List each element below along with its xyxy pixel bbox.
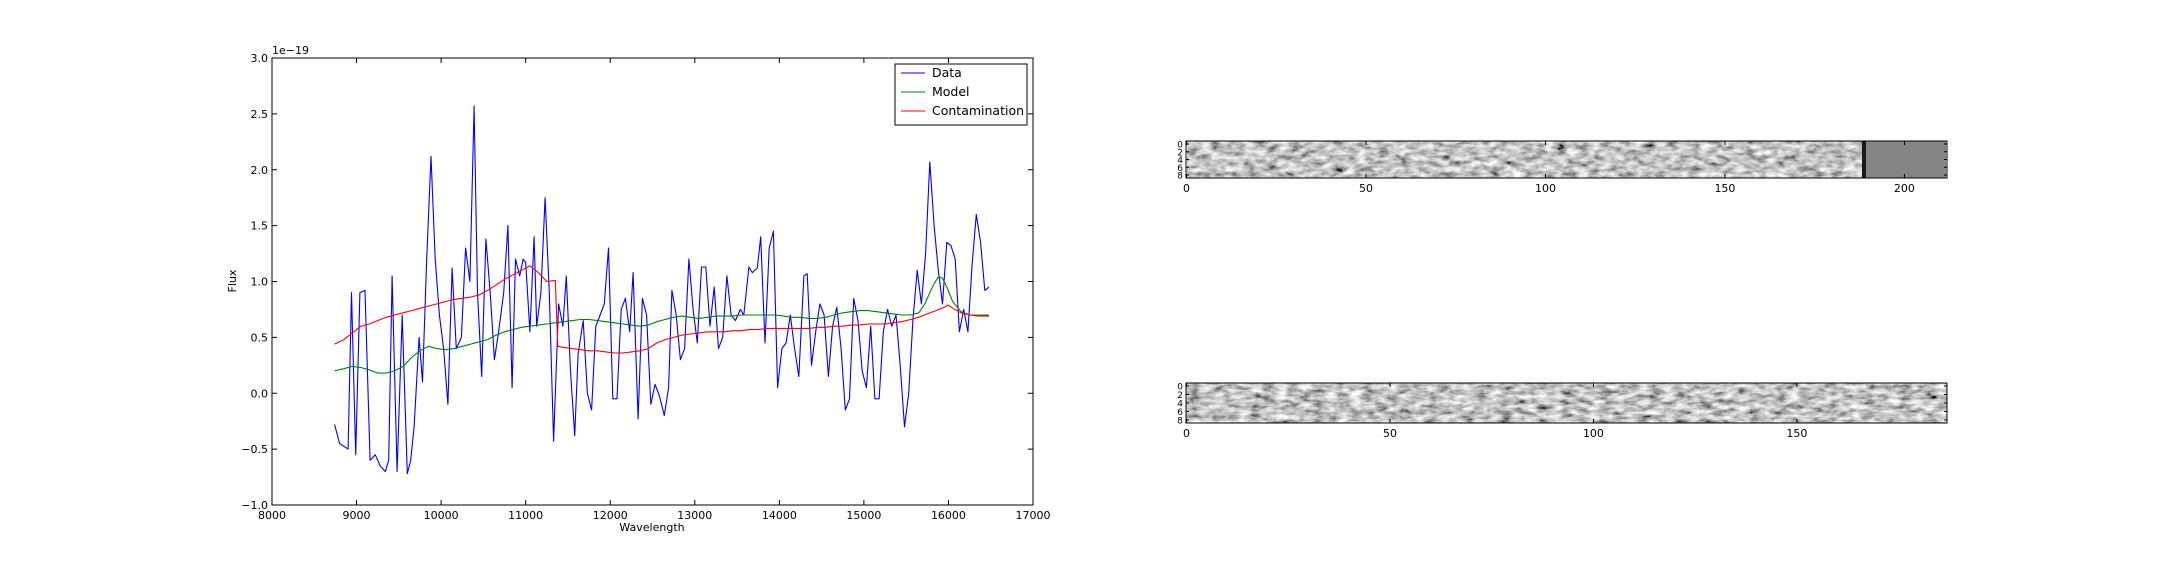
series-line-data bbox=[334, 105, 990, 475]
heatmap-top-x-axis: 0 50 100 150 200 bbox=[1183, 141, 1915, 195]
offset-label: 1e−19 bbox=[272, 44, 309, 57]
x-tick-label: 12000 bbox=[593, 509, 628, 522]
y-tick-label: 1.0 bbox=[251, 276, 269, 289]
y-tick-label: 2 bbox=[1177, 148, 1183, 158]
y-tick-label: 6 bbox=[1177, 408, 1183, 418]
x-axis-label: Wavelength bbox=[619, 521, 684, 534]
x-tick-label: 0 bbox=[1183, 427, 1190, 440]
y-tick-label: 2.5 bbox=[251, 108, 269, 121]
series-layer bbox=[334, 105, 990, 475]
x-tick-label: 15000 bbox=[846, 509, 881, 522]
legend-label-model: Model bbox=[932, 84, 970, 99]
y-tick-label: 0.0 bbox=[251, 387, 269, 400]
y-axis: −1.0 −0.5 0.0 0.5 1.0 1.5 2.0 2.5 3.0 bbox=[241, 52, 1033, 512]
x-tick-label: 100 bbox=[1583, 427, 1604, 440]
x-axis: 8000 9000 10000 11000 12000 13000 14000 15000 16… bbox=[258, 58, 1051, 522]
x-tick-label: 200 bbox=[1894, 182, 1915, 195]
heatmap-top-image bbox=[1187, 141, 1863, 178]
heatmap-top-dark-column bbox=[1862, 141, 1866, 178]
heatmap-bottom-x-axis: 0 50 100 150 bbox=[1183, 383, 1807, 440]
spectrum-chart: 8000 9000 10000 11000 12000 13000 14000 15000 16… bbox=[226, 44, 1051, 534]
y-tick-label: 0.5 bbox=[251, 331, 269, 344]
series-line-contamination bbox=[334, 265, 989, 354]
x-tick-label: 150 bbox=[1714, 182, 1735, 195]
heatmap-top-flat-region bbox=[1866, 141, 1946, 178]
legend: Data Model Contamination bbox=[894, 63, 1028, 126]
legend-box bbox=[894, 63, 1028, 126]
x-tick-label: 11000 bbox=[508, 509, 543, 522]
x-tick-label: 16000 bbox=[931, 509, 966, 522]
y-tick-label: −0.5 bbox=[241, 443, 268, 456]
y-tick-label: −1.0 bbox=[241, 499, 268, 512]
x-tick-label: 10000 bbox=[424, 509, 459, 522]
x-tick-label: 50 bbox=[1359, 182, 1373, 195]
y-tick-label: 4 bbox=[1177, 400, 1183, 410]
y-tick-label: 0 bbox=[1177, 141, 1183, 151]
y-tick-label: 8 bbox=[1177, 417, 1183, 427]
legend-label-contamination: Contamination bbox=[932, 103, 1024, 118]
heatmap-bottom-image bbox=[1186, 383, 1947, 423]
y-tick-label: 6 bbox=[1177, 164, 1183, 174]
x-tick-label: 14000 bbox=[762, 509, 797, 522]
x-tick-label: 0 bbox=[1183, 182, 1190, 195]
legend-label-data: Data bbox=[932, 65, 962, 80]
x-tick-label: 17000 bbox=[1016, 509, 1051, 522]
x-tick-label: 50 bbox=[1383, 427, 1397, 440]
x-tick-label: 9000 bbox=[343, 509, 371, 522]
y-tick-label: 3.0 bbox=[251, 52, 269, 65]
y-tick-label: 0 bbox=[1177, 383, 1183, 393]
x-tick-label: 150 bbox=[1786, 427, 1807, 440]
y-tick-label: 4 bbox=[1177, 156, 1183, 166]
x-tick-label: 8000 bbox=[258, 509, 286, 522]
y-tick-label: 2 bbox=[1177, 391, 1183, 401]
y-tick-label: 1.5 bbox=[251, 220, 269, 233]
series-line-model bbox=[334, 276, 989, 374]
y-tick-label: 2.0 bbox=[251, 164, 269, 177]
y-axis-label: Flux bbox=[226, 269, 239, 292]
x-tick-label: 100 bbox=[1535, 182, 1556, 195]
y-tick-label: 8 bbox=[1177, 172, 1183, 182]
x-tick-label: 13000 bbox=[677, 509, 712, 522]
